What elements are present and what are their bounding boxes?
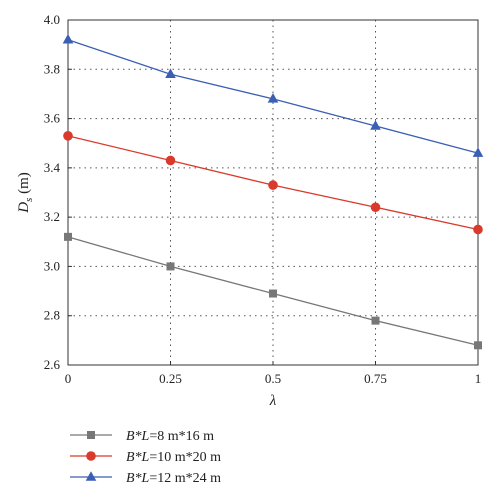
data-point-triangle — [370, 120, 381, 130]
y-axis-label-main: D — [16, 202, 32, 214]
data-point-square — [371, 316, 380, 325]
legend-label-rest: =10 m*20 m — [149, 450, 221, 465]
legend-label-italic: B*L — [126, 450, 150, 465]
x-tick-label: 0.25 — [159, 371, 182, 386]
y-tick-label: 3.0 — [44, 258, 60, 273]
y-tick-label: 3.6 — [44, 111, 61, 126]
data-point-square — [166, 262, 175, 271]
data-point-circle — [86, 451, 96, 461]
legend-label-italic: B*L — [126, 429, 150, 444]
y-tick-label: 2.6 — [44, 357, 61, 372]
y-tick-label: 3.8 — [44, 61, 60, 76]
x-tick-label: 0.75 — [364, 371, 387, 386]
legend-label-rest: =12 m*24 m — [149, 471, 221, 486]
series-3 — [62, 33, 484, 157]
y-tick-label: 3.4 — [44, 160, 61, 175]
series-2 — [63, 131, 483, 235]
y-axis-ticks: 2.6 2.8 3.0 3.2 3.4 3.6 3.8 4.0 — [44, 12, 72, 372]
data-point-square — [474, 341, 482, 350]
y-axis-label: Ds (m) — [16, 172, 35, 214]
x-tick-label: 0 — [65, 371, 72, 386]
y-axis-label-unit: (m) — [16, 172, 32, 197]
x-axis-label: λ — [269, 393, 277, 409]
data-point-square — [269, 289, 277, 298]
x-axis-ticks: 0 0.25 0.5 0.75 1 — [65, 361, 482, 386]
y-axis-label-sub: s — [23, 198, 35, 202]
y-tick-label: 2.8 — [44, 308, 60, 323]
series-1 — [64, 232, 482, 350]
data-point-square — [64, 232, 72, 241]
legend: B*L=8 m*16 mB*L=10 m*20 mB*L=12 m*24 m — [70, 429, 221, 486]
data-point-square — [87, 431, 95, 439]
y-tick-label: 4.0 — [44, 12, 60, 27]
data-point-triangle — [85, 471, 97, 481]
data-point-triangle — [267, 93, 279, 103]
data-point-circle — [473, 224, 483, 235]
x-tick-label: 0.5 — [265, 371, 281, 386]
legend-item-2: B*L=10 m*20 m — [70, 450, 221, 465]
data-point-circle — [268, 180, 278, 190]
legend-item-3: B*L=12 m*24 m — [70, 471, 221, 486]
plot-frame — [67, 19, 479, 366]
data-point-circle — [165, 155, 176, 166]
data-point-circle — [370, 202, 381, 213]
y-tick-label: 3.2 — [44, 209, 60, 224]
data-point-triangle — [165, 68, 176, 79]
legend-label-italic: B*L — [126, 471, 150, 486]
legend-label-rest: =8 m*16 m — [149, 429, 214, 444]
legend-item-1: B*L=8 m*16 m — [70, 429, 214, 444]
data-point-triangle — [62, 33, 74, 44]
grid — [68, 20, 478, 365]
legend-label: B*L=8 m*16 m — [126, 429, 214, 444]
x-tick-label: 1 — [475, 371, 482, 386]
data-point-triangle — [472, 147, 484, 157]
legend-label: B*L=10 m*20 m — [126, 450, 221, 465]
data-point-circle — [63, 131, 73, 141]
series-group — [62, 33, 484, 350]
legend-label: B*L=12 m*24 m — [126, 471, 221, 486]
